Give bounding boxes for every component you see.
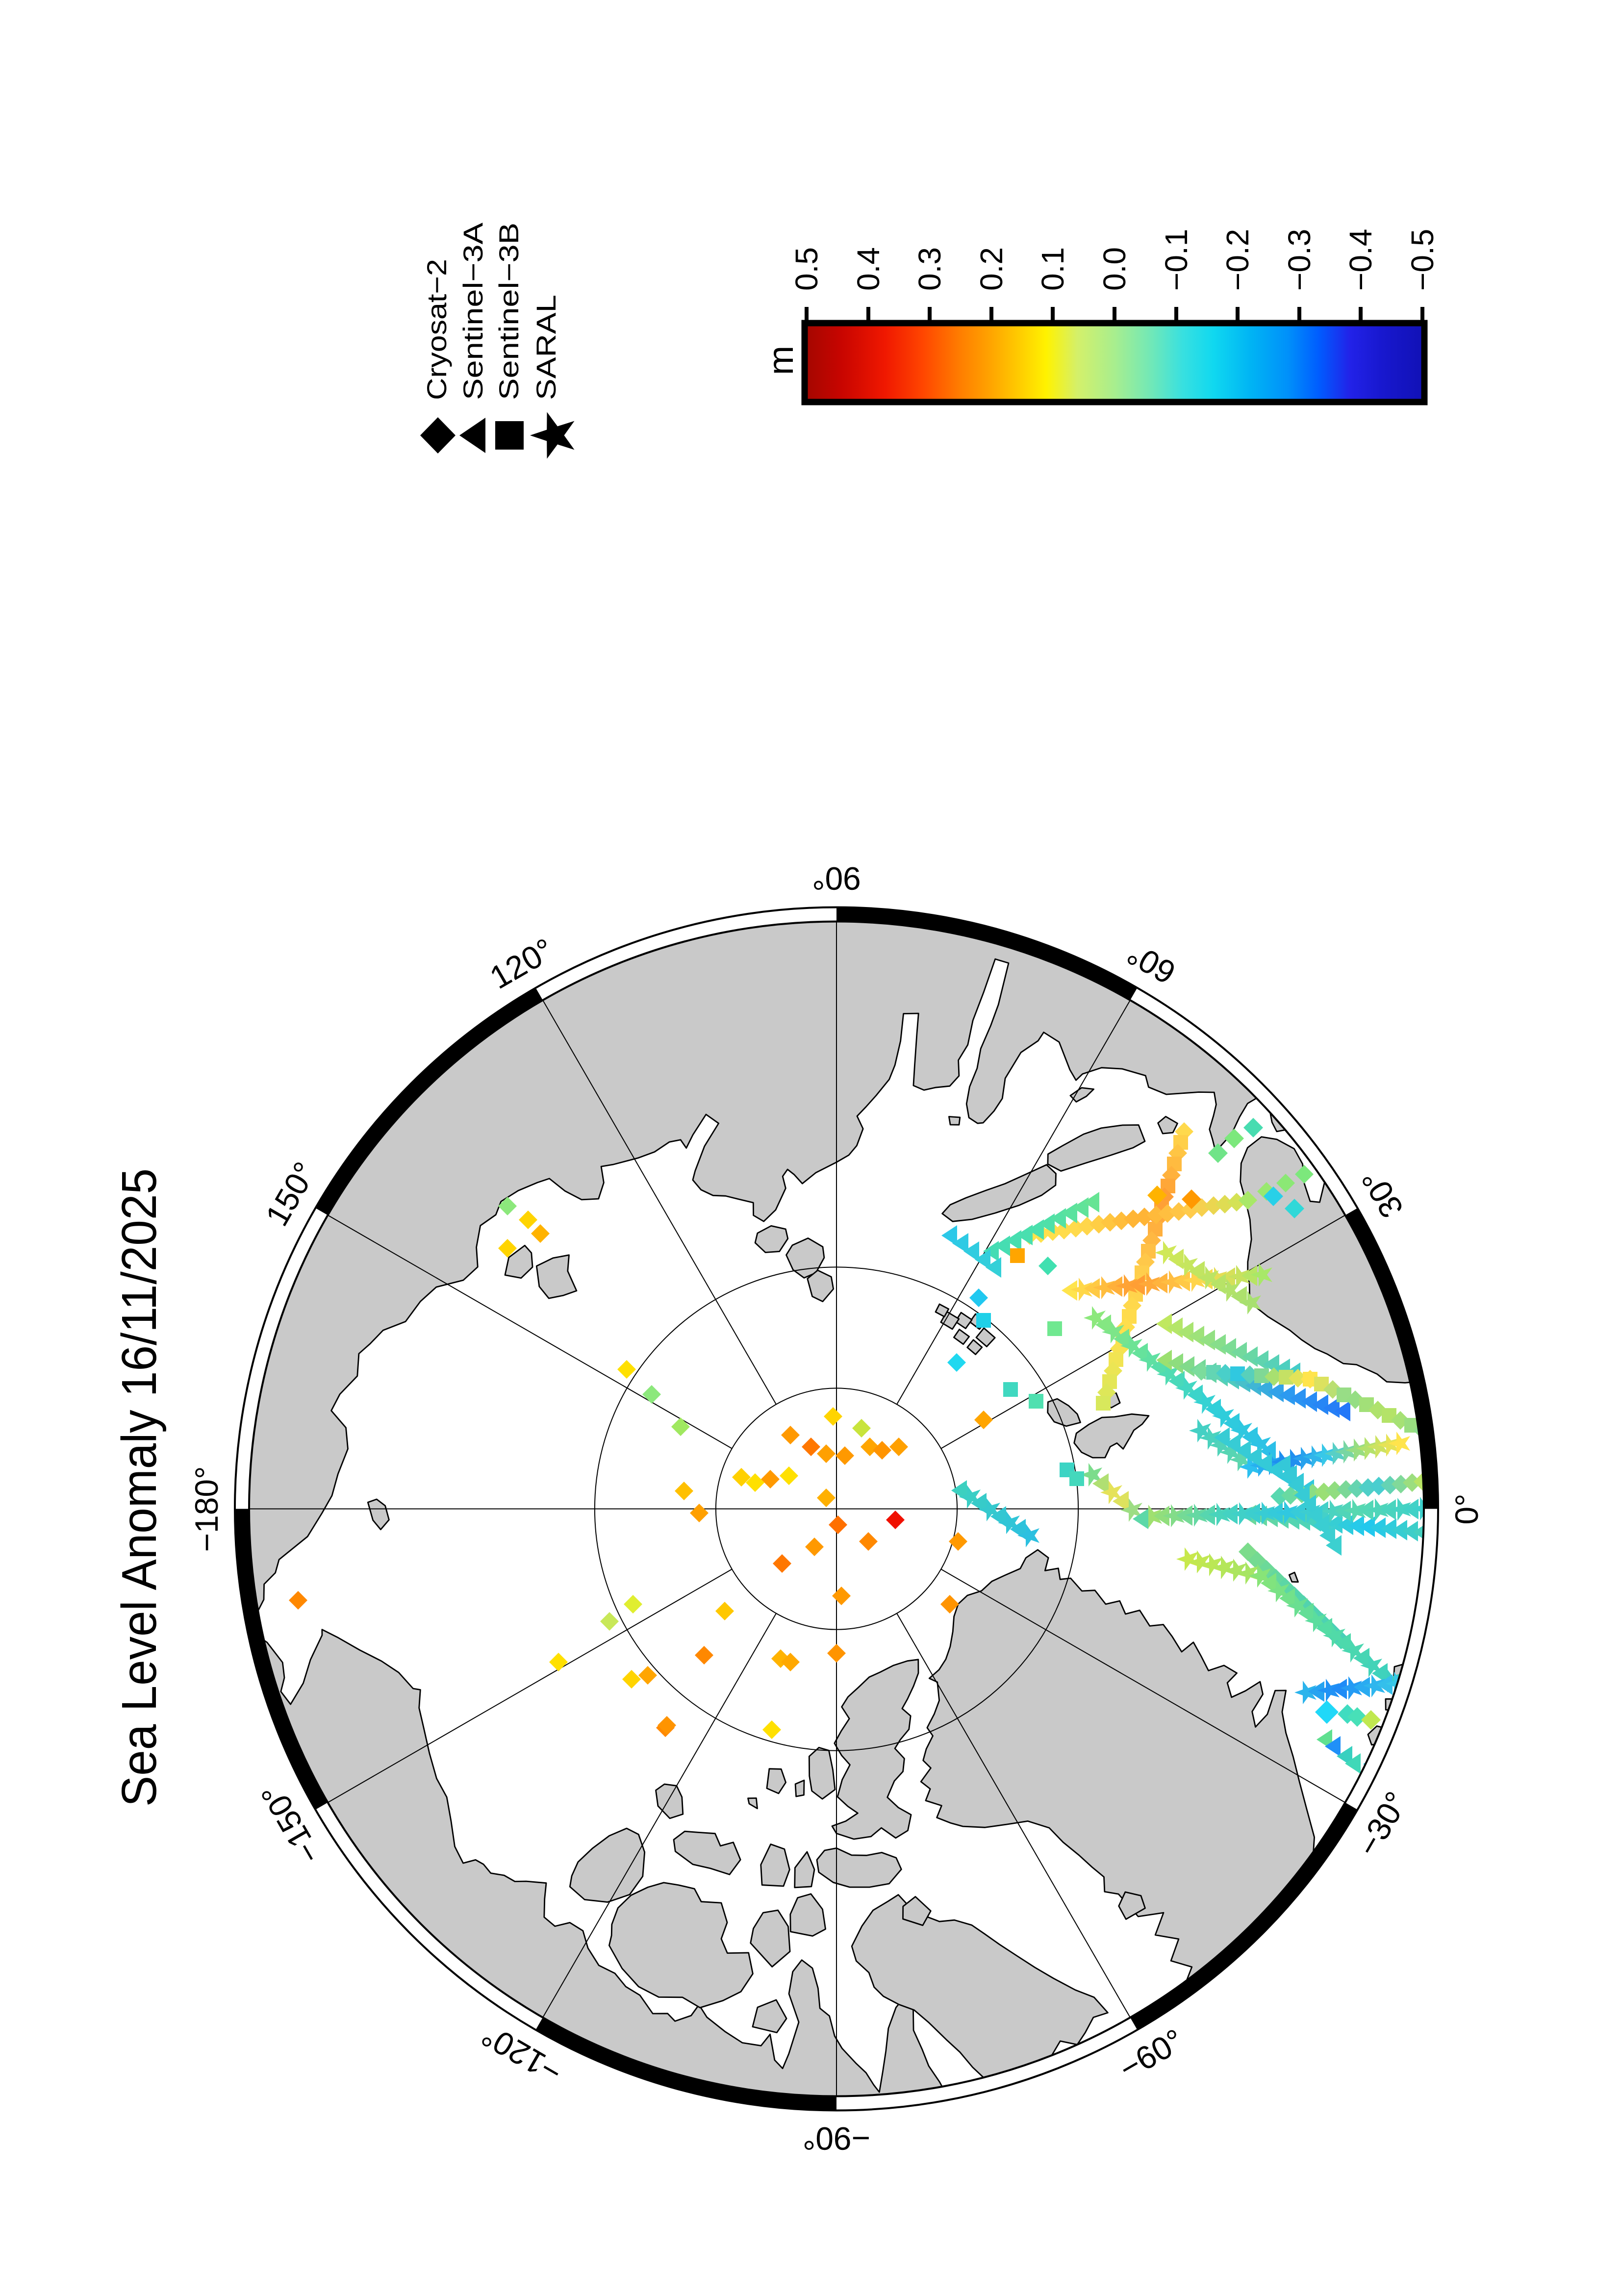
svg-text:m: m <box>761 346 801 375</box>
svg-text:−0.3: −0.3 <box>1282 229 1317 291</box>
svg-text:0.1: 0.1 <box>1035 247 1070 291</box>
svg-text:Cryosat−2: Cryosat−2 <box>421 259 452 400</box>
svg-text:−0.5: −0.5 <box>1405 229 1440 291</box>
svg-text:0.2: 0.2 <box>974 247 1009 291</box>
svg-text:0.3: 0.3 <box>912 247 947 291</box>
svg-text:−180°: −180° <box>188 1466 225 1552</box>
svg-text:−0.1: −0.1 <box>1159 229 1194 291</box>
svg-text:Sentinel−3A: Sentinel−3A <box>457 222 488 400</box>
svg-text:0.4: 0.4 <box>851 247 886 291</box>
svg-text:−90°: −90° <box>803 2120 870 2157</box>
svg-text:−0.2: −0.2 <box>1220 229 1255 291</box>
svg-text:90°: 90° <box>812 860 861 897</box>
svg-text:SARAL: SARAL <box>531 295 561 400</box>
svg-text:Sea Level Anomaly 16/11/2025: Sea Level Anomaly 16/11/2025 <box>112 1168 167 1807</box>
svg-text:−0.4: −0.4 <box>1343 229 1378 291</box>
svg-text:Sentinel−3B: Sentinel−3B <box>493 223 524 400</box>
svg-text:0.0: 0.0 <box>1097 247 1132 291</box>
svg-text:0.5: 0.5 <box>789 247 824 291</box>
svg-text:0°: 0° <box>1448 1493 1485 1524</box>
